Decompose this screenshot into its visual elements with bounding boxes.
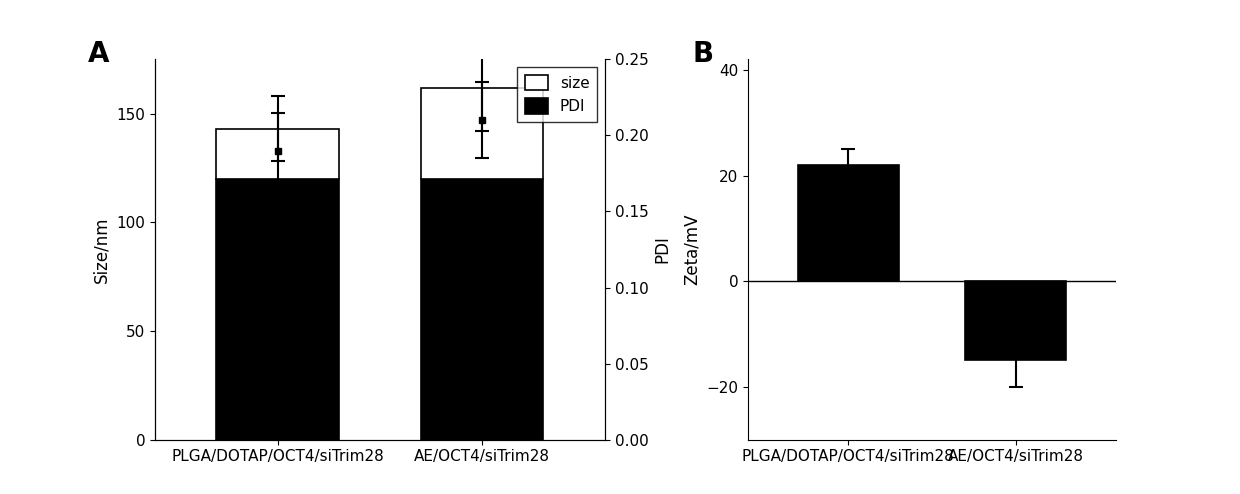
Y-axis label: PDI: PDI — [653, 236, 672, 263]
Y-axis label: Size/nm: Size/nm — [93, 216, 110, 283]
Bar — [966, 281, 1066, 361]
Bar — [216, 129, 339, 179]
Bar — [420, 179, 543, 440]
Bar — [420, 87, 543, 179]
Bar — [216, 179, 339, 440]
Text: B: B — [693, 41, 714, 68]
Legend: size, PDI: size, PDI — [517, 67, 598, 122]
Y-axis label: Zeta/mV: Zeta/mV — [683, 214, 701, 285]
Bar — [799, 165, 899, 281]
Text: A: A — [88, 41, 109, 68]
